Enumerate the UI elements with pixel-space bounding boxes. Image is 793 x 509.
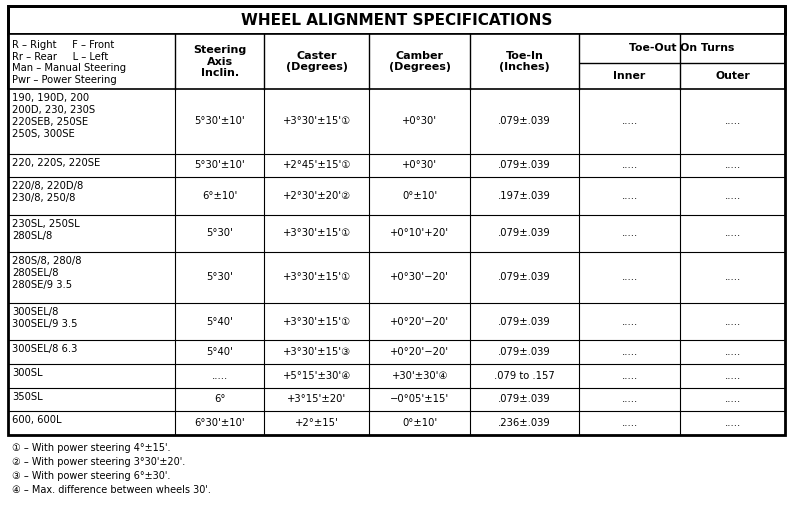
Text: .....: ..... [725,394,741,405]
Text: 0°±10': 0°±10' [402,191,438,201]
Text: Toe-In
(Inches): Toe-In (Inches) [500,51,550,72]
Text: Pwr – Power Steering: Pwr – Power Steering [12,74,117,84]
Text: .....: ..... [725,317,741,326]
Text: .....: ..... [725,371,741,381]
Text: −0°05'±15': −0°05'±15' [390,394,450,405]
Text: .....: ..... [622,228,638,238]
Text: Toe-Out On Turns: Toe-Out On Turns [630,43,735,53]
Text: 280S/8, 280/8: 280S/8, 280/8 [12,256,82,266]
Text: .....: ..... [725,228,741,238]
Text: Caster
(Degrees): Caster (Degrees) [285,51,348,72]
Text: 5°30'±10': 5°30'±10' [194,116,245,126]
Text: +30'±30'④: +30'±30'④ [392,371,448,381]
Text: .079 to .157: .079 to .157 [494,371,555,381]
Text: 350SL: 350SL [12,391,43,402]
Text: Rr – Rear     L – Left: Rr – Rear L – Left [12,51,109,62]
Text: +3°30'±15'①: +3°30'±15'① [283,272,351,282]
Text: .079±.039: .079±.039 [498,228,551,238]
Text: .....: ..... [622,371,638,381]
Bar [8,34,785,89]
Text: .079±.039: .079±.039 [498,347,551,357]
Text: 5°40': 5°40' [206,347,233,357]
Text: 5°40': 5°40' [206,317,233,326]
Text: 6°±10': 6°±10' [202,191,237,201]
Text: 220/8, 220D/8: 220/8, 220D/8 [12,181,83,191]
Text: +5°15'±30'④: +5°15'±30'④ [283,371,351,381]
Text: 280SL/8: 280SL/8 [12,231,52,241]
Text: +3°30'±15'①: +3°30'±15'① [283,116,351,126]
Text: .....: ..... [622,418,638,428]
Bar [8,6,785,436]
Text: .....: ..... [725,191,741,201]
Text: ② – With power steering 3°30'±20'.: ② – With power steering 3°30'±20'. [12,457,186,467]
Text: .....: ..... [725,116,741,126]
Text: .....: ..... [622,347,638,357]
Text: 0°±10': 0°±10' [402,418,438,428]
Text: .079±.039: .079±.039 [498,116,551,126]
Text: +0°30': +0°30' [402,160,438,171]
Text: .....: ..... [622,191,638,201]
Text: ④ – Max. difference between wheels 30'.: ④ – Max. difference between wheels 30'. [12,485,211,495]
Text: Steering
Axis
Inclin.: Steering Axis Inclin. [193,45,247,78]
Text: 300SL: 300SL [12,368,43,378]
Text: +0°10'+20': +0°10'+20' [390,228,450,238]
Text: 5°30': 5°30' [206,272,233,282]
Text: 190, 190D, 200: 190, 190D, 200 [12,93,89,103]
Text: Man – Manual Steering: Man – Manual Steering [12,63,126,73]
Text: +2°45'±15'①: +2°45'±15'① [282,160,351,171]
Text: .....: ..... [725,418,741,428]
Text: 200D, 230, 230S: 200D, 230, 230S [12,105,95,115]
Text: +0°20'−20': +0°20'−20' [390,317,450,326]
Text: 220SEB, 250SE: 220SEB, 250SE [12,117,88,127]
Text: .....: ..... [725,272,741,282]
Text: WHEEL ALIGNMENT SPECIFICATIONS: WHEEL ALIGNMENT SPECIFICATIONS [241,13,552,27]
Text: 5°30': 5°30' [206,228,233,238]
Text: 250S, 300SE: 250S, 300SE [12,129,75,139]
Text: +3°15'±20': +3°15'±20' [287,394,347,405]
Text: .....: ..... [622,160,638,171]
Text: +2°30'±20'②: +2°30'±20'② [283,191,351,201]
Text: .079±.039: .079±.039 [498,317,551,326]
Text: .....: ..... [725,347,741,357]
Text: +3°30'±15'③: +3°30'±15'③ [283,347,351,357]
Text: .....: ..... [212,371,228,381]
Text: 220, 220S, 220SE: 220, 220S, 220SE [12,158,100,167]
Bar [8,6,785,34]
Text: R – Right     F – Front: R – Right F – Front [12,40,114,50]
Text: 230SL, 250SL: 230SL, 250SL [12,218,79,229]
Text: 300SEL/9 3.5: 300SEL/9 3.5 [12,319,78,329]
Text: 280SE/9 3.5: 280SE/9 3.5 [12,280,72,290]
Text: .236±.039: .236±.039 [498,418,551,428]
Text: +0°20'−20': +0°20'−20' [390,347,450,357]
Text: .....: ..... [622,394,638,405]
Text: 300SEL/8: 300SEL/8 [12,307,59,317]
Text: 600, 600L: 600, 600L [12,415,62,426]
Text: 6°30'±10': 6°30'±10' [194,418,245,428]
Text: .079±.039: .079±.039 [498,394,551,405]
Text: .....: ..... [622,317,638,326]
Text: .079±.039: .079±.039 [498,272,551,282]
Text: 230/8, 250/8: 230/8, 250/8 [12,193,75,203]
Text: Outer: Outer [715,71,750,81]
Text: .....: ..... [622,116,638,126]
Text: +3°30'±15'①: +3°30'±15'① [283,317,351,326]
Text: ① – With power steering 4°±15'.: ① – With power steering 4°±15'. [12,443,170,453]
Text: Inner: Inner [614,71,646,81]
Text: ③ – With power steering 6°±30'.: ③ – With power steering 6°±30'. [12,471,170,481]
Text: +3°30'±15'①: +3°30'±15'① [283,228,351,238]
Text: +2°±15': +2°±15' [295,418,339,428]
Text: 300SEL/8 6.3: 300SEL/8 6.3 [12,344,78,354]
Text: 6°: 6° [214,394,225,405]
Text: 5°30'±10': 5°30'±10' [194,160,245,171]
Text: 280SEL/8: 280SEL/8 [12,268,59,278]
Text: .....: ..... [622,272,638,282]
Text: .197±.039: .197±.039 [498,191,551,201]
Text: +0°30': +0°30' [402,116,438,126]
Text: .079±.039: .079±.039 [498,160,551,171]
Text: Camber
(Degrees): Camber (Degrees) [389,51,450,72]
Bar [8,6,785,435]
Text: .....: ..... [725,160,741,171]
Text: +0°30'−20': +0°30'−20' [390,272,450,282]
